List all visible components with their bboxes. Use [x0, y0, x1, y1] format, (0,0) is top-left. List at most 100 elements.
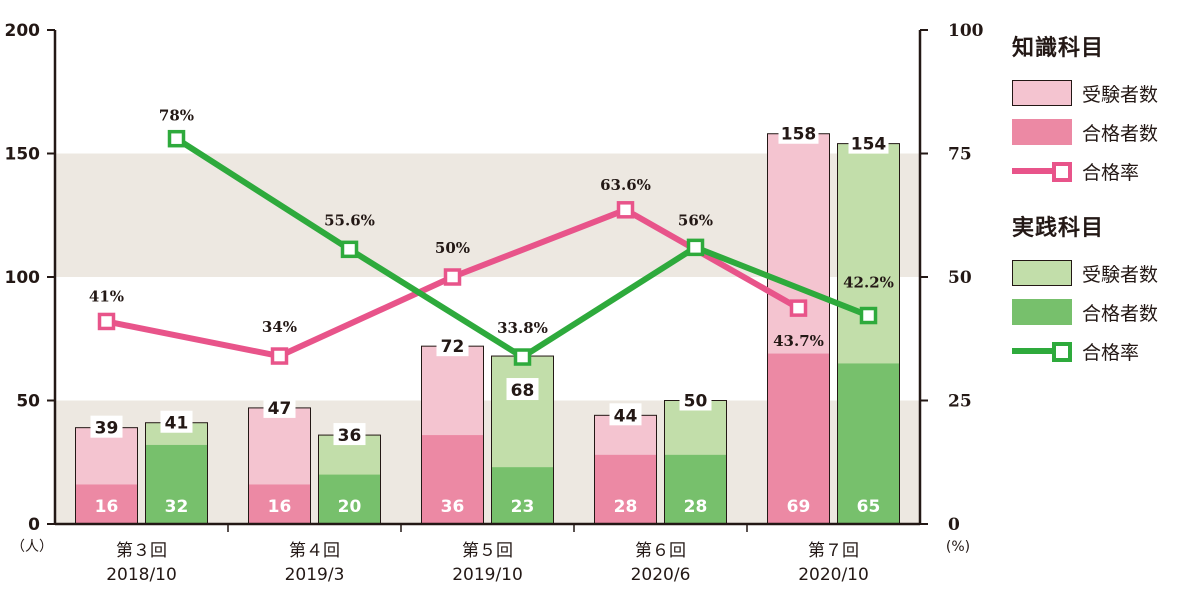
label-practice-passed: 28 [684, 497, 708, 517]
practice-rate-marker [340, 240, 359, 259]
knowledge-rate-label: 50% [435, 239, 470, 257]
label-knowledge-examinees-chip [436, 334, 469, 357]
label-practice-examinees-chip [506, 378, 539, 401]
label-knowledge-passed: 16 [95, 497, 119, 517]
legend-swatch-practice-examinees [1012, 260, 1072, 286]
legend-label: 受験者数 [1082, 83, 1159, 106]
category-date: 2020/6 [631, 565, 691, 585]
label-practice-passed: 32 [165, 497, 189, 517]
label-knowledge-examinees-chip [263, 395, 296, 418]
category-date: 2018/10 [106, 565, 177, 585]
practice-rate-label: 78% [159, 107, 194, 125]
label-practice-examinees: 68 [511, 381, 535, 401]
legend-label: 合格率 [1082, 341, 1140, 364]
y-right-tick-label: 100 [948, 21, 984, 41]
label-practice-examinees: 154 [851, 135, 887, 155]
chart: 16 32 第３回 2018/10 16 20 第４回 2019/3 36 23 第５回 2019/1… [5, 21, 984, 585]
label-knowledge-examinees: 72 [441, 337, 465, 357]
legend-swatch-practice-rate [1012, 338, 1072, 364]
knowledge-rate-marker [97, 312, 116, 331]
category-date: 2020/10 [798, 565, 869, 585]
legend-label: 受験者数 [1082, 263, 1159, 286]
bar-knowledge-passed [76, 484, 137, 524]
label-knowledge-examinees: 158 [781, 125, 817, 145]
label-practice-passed: 65 [857, 497, 881, 517]
bar-practice-passed [146, 444, 207, 524]
label-knowledge-examinees-chip [609, 403, 642, 426]
label-knowledge-examinees-chip [90, 415, 123, 438]
legend-practice-examinees: 受験者数 [1012, 260, 1197, 286]
bar-knowledge-passed [249, 484, 310, 524]
knowledge-rate-label: 34% [262, 318, 297, 336]
y-left-tick-label: 100 [5, 268, 41, 288]
label-knowledge-examinees: 47 [268, 399, 292, 419]
practice-rate-marker [686, 238, 705, 257]
legend: 知識科目 受験者数 合格者数 合格率 実践科目 受験者数 合格者数 合格率 [1012, 30, 1197, 377]
practice-rate-label: 33.8% [497, 319, 548, 337]
category-date: 2019/10 [452, 565, 523, 585]
knowledge-rate-marker [789, 299, 808, 317]
category-label: 第５回 [462, 541, 513, 561]
y-right-tick-label: 25 [948, 392, 972, 412]
category-label: 第４回 [289, 541, 340, 561]
label-practice-passed: 20 [338, 497, 362, 517]
legend-swatch-practice-passed [1012, 299, 1072, 325]
category-label: 第７回 [808, 541, 859, 561]
y-left-tick-label: 200 [5, 21, 41, 41]
label-practice-examinees-chip [848, 131, 889, 154]
legend-knowledge-rate: 合格率 [1012, 158, 1197, 184]
y-right-tick-label: 50 [948, 268, 972, 288]
label-practice-examinees: 41 [165, 414, 189, 434]
y-right-tick-label: 0 [948, 515, 960, 535]
label-knowledge-passed: 36 [441, 497, 465, 517]
bar-practice-passed [319, 474, 380, 524]
knowledge-rate-label: 63.6% [600, 176, 651, 194]
label-knowledge-examinees: 44 [614, 406, 638, 426]
legend-knowledge-passed: 合格者数 [1012, 119, 1197, 145]
legend-swatch-knowledge-examinees [1012, 80, 1072, 106]
label-knowledge-passed: 69 [787, 497, 811, 517]
legend-label: 合格者数 [1082, 122, 1159, 145]
label-practice-examinees: 50 [684, 392, 708, 412]
label-knowledge-passed: 16 [268, 497, 292, 517]
legend-practice-title: 実践科目 [1012, 216, 1105, 241]
legend-swatch-knowledge-rate [1012, 158, 1072, 184]
label-practice-examinees-chip [679, 388, 712, 411]
practice-rate-marker [167, 129, 186, 148]
legend-swatch-knowledge-passed [1012, 119, 1072, 145]
y-right-tick-label: 75 [948, 145, 972, 165]
legend-label: 合格率 [1082, 161, 1140, 184]
bar-knowledge-passed [422, 435, 483, 524]
bar-practice-passed [665, 454, 726, 524]
practice-rate-label: 56% [678, 211, 713, 229]
bar-knowledge-passed [768, 353, 829, 524]
knowledge-rate-label: 43.7% [773, 332, 824, 350]
label-knowledge-examinees: 39 [95, 419, 119, 439]
category-label: 第６回 [635, 541, 686, 561]
knowledge-rate-marker [443, 268, 462, 286]
legend-knowledge-title: 知識科目 [1012, 36, 1105, 61]
knowledge-rate-label: 41% [89, 287, 124, 305]
bar-knowledge-passed [595, 454, 656, 524]
legend-practice-rate: 合格率 [1012, 338, 1197, 364]
legend-label: 合格者数 [1082, 302, 1159, 325]
practice-rate-label: 55.6% [324, 211, 375, 229]
knowledge-rate-marker [616, 201, 635, 219]
category-label: 第３回 [116, 541, 167, 561]
label-practice-examinees-chip [333, 423, 366, 446]
y-left-unit: （人） [11, 539, 53, 555]
bar-practice-passed [492, 467, 553, 524]
category-date: 2019/3 [285, 565, 345, 585]
legend-knowledge-examinees: 受験者数 [1012, 80, 1197, 106]
label-practice-examinees: 36 [338, 426, 362, 446]
practice-rate-label: 42.2% [843, 274, 894, 292]
y-right-unit: (%) [946, 539, 970, 555]
practice-rate-marker [859, 306, 878, 325]
label-knowledge-passed: 28 [614, 497, 638, 517]
y-left-tick-label: 0 [28, 515, 40, 535]
label-knowledge-examinees-chip [778, 121, 819, 144]
knowledge-rate-marker [270, 347, 289, 365]
label-practice-passed: 23 [511, 497, 535, 517]
y-left-tick-label: 50 [16, 392, 40, 412]
bar-practice-passed [838, 363, 899, 524]
